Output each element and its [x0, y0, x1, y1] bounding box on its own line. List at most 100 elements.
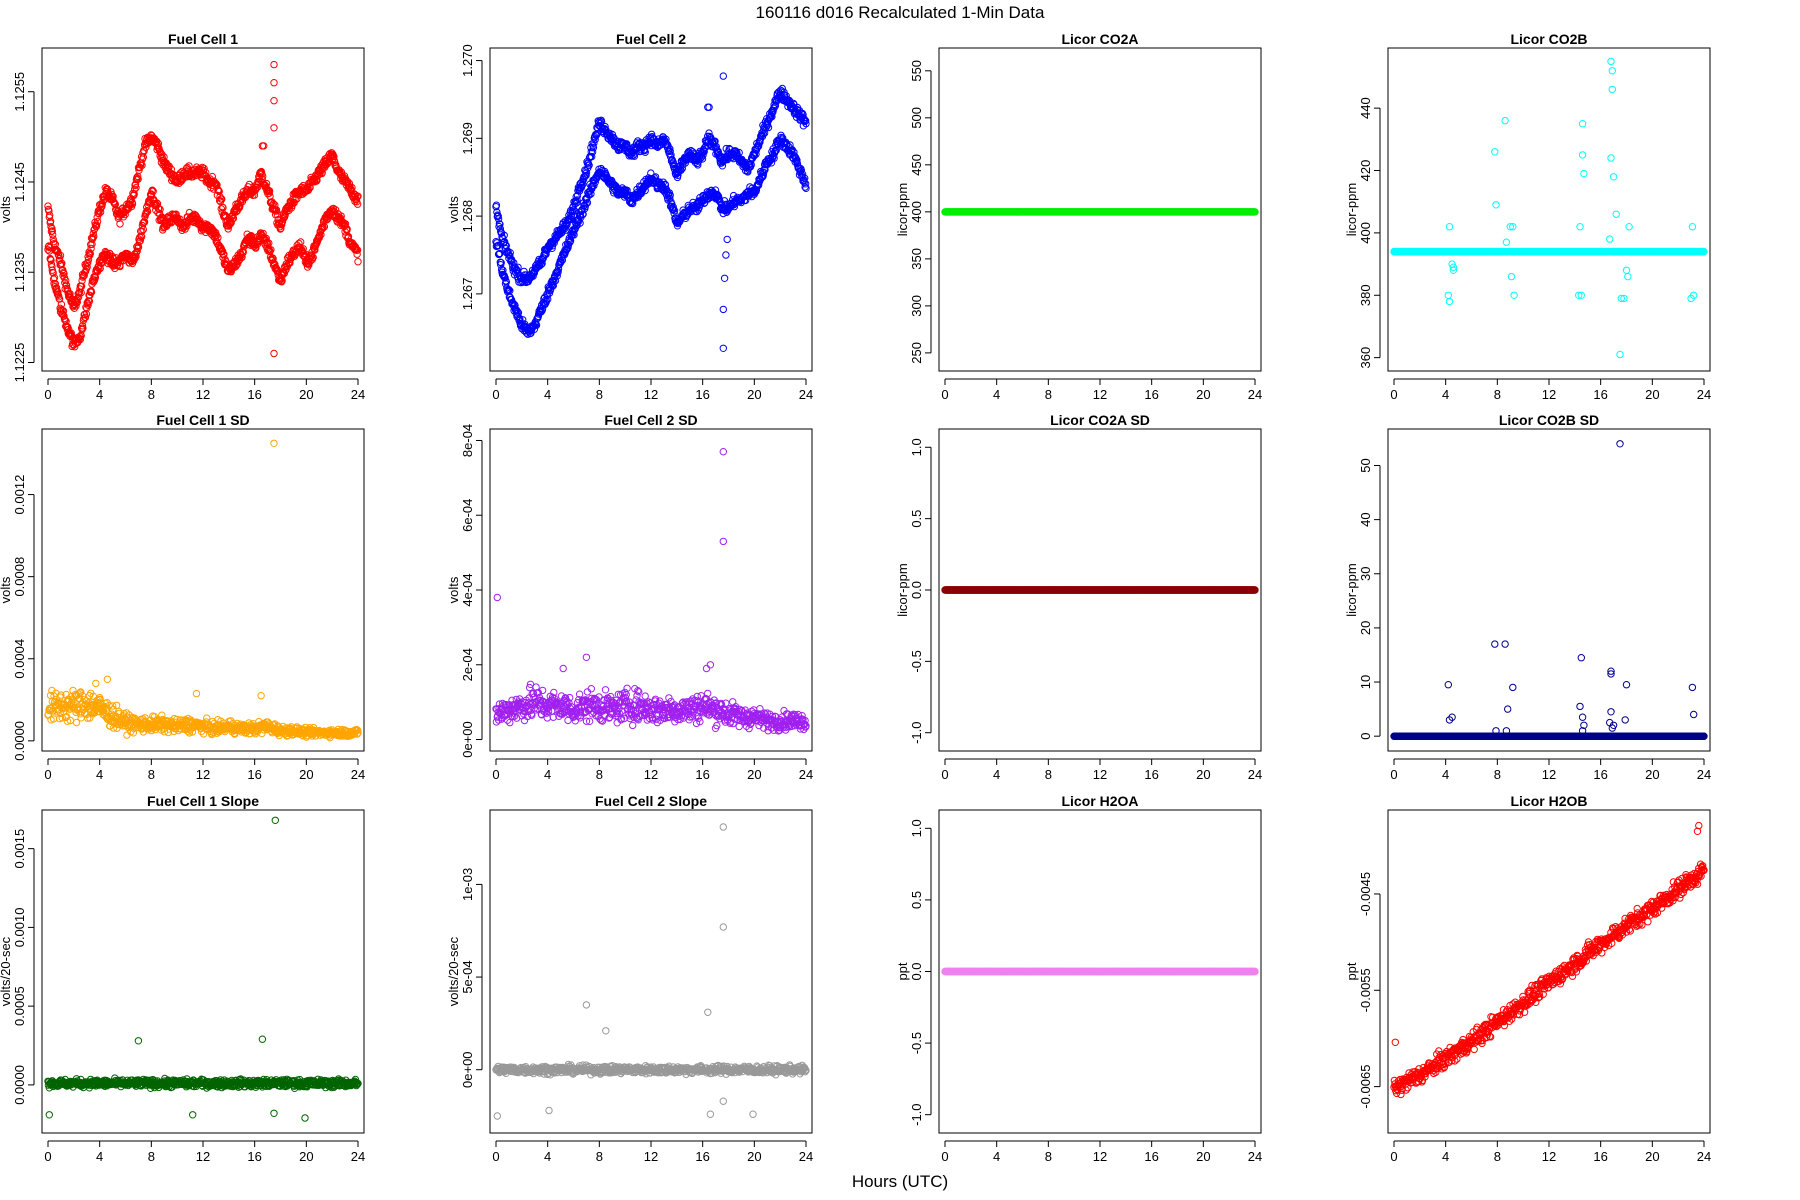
series-points [941, 208, 1259, 216]
data-point [48, 227, 56, 235]
y-axis-label: volts [0, 576, 13, 603]
data-point [80, 271, 88, 280]
outlier-point [1609, 173, 1618, 181]
panel-fuel-cell-1: Fuel Cell 10 4 8 12 16 20 241.12251.12351.1245… [0, 31, 365, 402]
x-tick-label: 8 [596, 387, 603, 402]
chart-panels: Fuel Cell 10 4 8 12 16 20 241.12251.12351.1245… [0, 31, 1711, 1164]
y-tick-label: 550 [909, 60, 924, 82]
x-tick-label: 24 [1697, 387, 1711, 402]
data-point [112, 701, 121, 709]
data-point [84, 258, 92, 267]
y-tick-label: 400 [1358, 222, 1373, 244]
x-tick-label: 24 [351, 767, 365, 782]
data-point [73, 298, 82, 306]
y-tick-label: 1.1235 [12, 252, 27, 292]
x-tick-label: 0 [44, 767, 51, 782]
panel-title: Fuel Cell 1 SD [156, 412, 249, 428]
x-tick-label: 16 [695, 387, 709, 402]
panel-title: Fuel Cell 2 [616, 31, 686, 47]
data-point [215, 187, 223, 196]
y-axis-label: volts [446, 196, 461, 223]
x-tick-label: 12 [196, 387, 210, 402]
data-point [71, 301, 79, 309]
x-tick-label: 12 [1093, 387, 1107, 402]
outlier-point [1502, 238, 1511, 246]
panel-fuel-cell-1-sd: Fuel Cell 1 SD0 4 8 12 16 20 240.00000.00040.0… [0, 412, 365, 782]
x-tick-label: 24 [1248, 387, 1262, 402]
data-point [93, 217, 102, 226]
y-tick-label: 0.0008 [12, 557, 27, 597]
y-tick-label: 1.1245 [12, 162, 27, 202]
data-point [140, 147, 148, 155]
series-points [492, 72, 810, 352]
y-tick-label: 250 [909, 342, 924, 364]
x-tick-label: 24 [351, 387, 365, 402]
outlier-point [720, 274, 729, 282]
figure-x-axis-label: Hours (UTC) [852, 1172, 948, 1191]
data-point [93, 221, 101, 229]
data-point [66, 290, 74, 298]
outlier-point [270, 60, 278, 69]
data-point [156, 148, 165, 157]
y-axis-label: volts [0, 196, 13, 223]
outlier-point [723, 235, 731, 244]
x-tick-label: 12 [644, 387, 658, 402]
data-point [89, 229, 98, 238]
y-tick-label: 1.267 [460, 278, 475, 311]
x-tick-label: 4 [544, 387, 551, 402]
panel-fuel-cell-2: Fuel Cell 20 4 8 12 16 20 241.2671.2681.2691.2… [446, 31, 813, 402]
outlier-point [1612, 210, 1620, 218]
x-tick-label: 20 [1645, 387, 1659, 402]
data-point [202, 168, 210, 177]
x-tick-label: 20 [299, 387, 313, 402]
x-tick-label: 0 [941, 387, 948, 402]
y-tick-label: 440 [1358, 97, 1373, 119]
outlier-point [270, 97, 278, 105]
outlier-point [1578, 120, 1587, 128]
y-tick-label: 360 [1358, 347, 1373, 369]
outlier-point [1445, 223, 1454, 231]
data-point [98, 200, 107, 208]
data-point [128, 200, 137, 208]
y-tick-label: 0.0000 [12, 721, 27, 761]
outlier-point [1607, 57, 1615, 66]
panel-title: Licor CO2A [1061, 31, 1138, 47]
x-tick-label: 8 [1045, 387, 1052, 402]
data-point [89, 233, 97, 242]
y-tick-label: 0.0012 [12, 475, 27, 515]
y-tick-label: 420 [1358, 160, 1373, 182]
data-point [56, 251, 65, 260]
data-point [93, 213, 101, 222]
data-point [61, 276, 70, 285]
data-point [132, 184, 140, 192]
data-point [44, 202, 52, 210]
data-point [90, 233, 98, 241]
outlier-point [1616, 350, 1624, 359]
outlier-point [1444, 291, 1453, 299]
y-tick-label: 450 [909, 154, 924, 176]
x-tick-label: 16 [247, 387, 261, 402]
data-point [142, 143, 150, 151]
panel-title: Licor CO2B [1510, 31, 1587, 47]
data-point [215, 196, 224, 205]
outlier-point [1445, 297, 1454, 306]
series-points [44, 60, 362, 358]
x-tick-label: 20 [299, 767, 313, 782]
outlier-point [1576, 223, 1584, 231]
data-point [49, 230, 57, 239]
data-point [83, 263, 91, 271]
y-tick-label: 500 [909, 107, 924, 129]
outlier-point [1501, 116, 1509, 125]
x-tick-label: 24 [799, 387, 813, 402]
y-tick-label: 1.1255 [12, 72, 27, 112]
data-point [354, 258, 362, 266]
data-point [46, 217, 55, 226]
series-points [1390, 57, 1708, 359]
x-tick-label: 4 [1442, 387, 1449, 402]
outlier-point [1625, 223, 1633, 231]
figure-title: 160116 d016 Recalculated 1-Min Data [756, 3, 1045, 22]
y-tick-label: 400 [909, 201, 924, 223]
